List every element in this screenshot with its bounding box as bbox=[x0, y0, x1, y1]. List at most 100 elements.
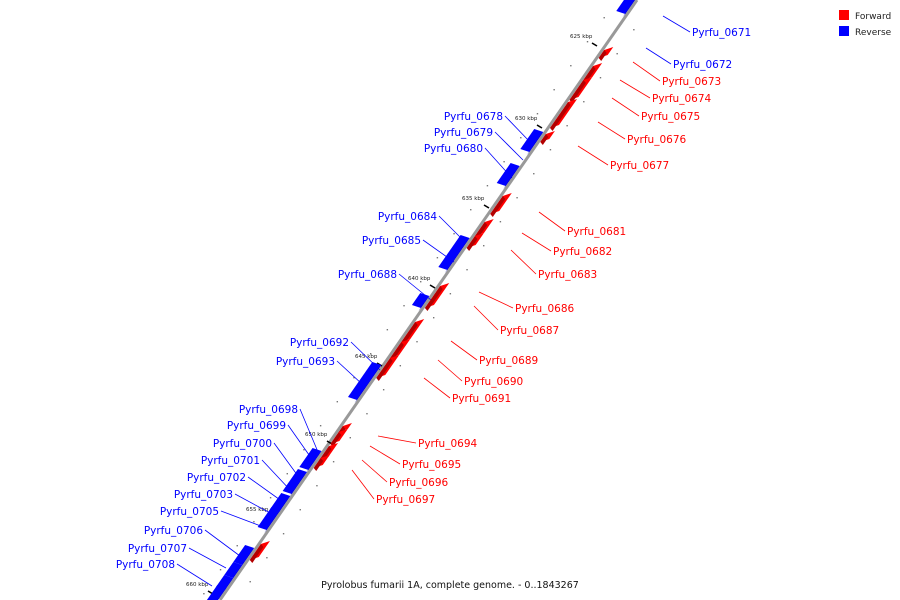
reverse-gene-label: Pyrfu_0708 bbox=[116, 559, 175, 571]
minor-tick-dot bbox=[570, 65, 572, 67]
forward-gene-leader bbox=[351, 469, 375, 500]
minor-tick-dot bbox=[633, 29, 635, 31]
forward-gene-label: Pyrfu_0690 bbox=[464, 376, 523, 388]
reverse-gene-feature bbox=[224, 562, 243, 578]
forward-gene-label: Pyrfu_0689 bbox=[479, 355, 538, 367]
minor-tick-dot bbox=[399, 365, 402, 367]
reverse-gene-feature bbox=[270, 493, 291, 512]
reverse-gene-shade bbox=[239, 548, 255, 568]
forward-gene-shade bbox=[583, 66, 596, 83]
forward-gene-label: Pyrfu_0673 bbox=[662, 76, 721, 88]
forward-gene-label: Pyrfu_0691 bbox=[452, 393, 511, 405]
kbp-tick-label: 660 kbp bbox=[186, 582, 209, 588]
minor-tick-dot bbox=[369, 353, 372, 355]
reverse-gene-leader bbox=[336, 360, 363, 385]
reverse-gene-shade bbox=[264, 510, 281, 533]
kbp-tick-label: 630 kbp bbox=[515, 116, 538, 122]
reverse-gene-leader bbox=[234, 493, 273, 515]
minor-tick-dot bbox=[416, 341, 418, 343]
reverse-gene-feature bbox=[257, 507, 281, 530]
forward-gene-label: Pyrfu_0683 bbox=[538, 269, 597, 281]
forward-gene-leader bbox=[361, 459, 388, 483]
legend-reverse-swatch bbox=[839, 26, 849, 36]
forward-gene-shade bbox=[550, 102, 571, 131]
minor-tick-dot bbox=[420, 281, 422, 283]
minor-tick-dot bbox=[269, 497, 272, 499]
forward-gene-leader bbox=[597, 121, 626, 140]
minor-tick-dot bbox=[503, 161, 505, 163]
reverse-gene-label: Pyrfu_0692 bbox=[290, 337, 349, 349]
legend: Forward Reverse bbox=[839, 10, 892, 38]
minor-tick-dot bbox=[382, 389, 385, 391]
forward-gene-shade bbox=[474, 222, 488, 239]
minor-tick-dot bbox=[533, 173, 535, 175]
minor-tick-dot bbox=[349, 437, 351, 439]
reverse-gene-leader bbox=[645, 47, 672, 65]
forward-gene-label: Pyrfu_0696 bbox=[389, 477, 449, 489]
forward-gene-label: Pyrfu_0694 bbox=[418, 438, 478, 450]
minor-tick-dot bbox=[599, 77, 602, 79]
reverse-gene-label: Pyrfu_0702 bbox=[187, 472, 246, 484]
reverse-gene-feature bbox=[496, 163, 520, 186]
minor-tick-dot bbox=[319, 425, 322, 427]
minor-tick-dot bbox=[219, 569, 222, 571]
reverse-gene-label: Pyrfu_0684 bbox=[378, 211, 438, 223]
reverse-gene-shade bbox=[305, 451, 322, 473]
reverse-gene-label: Pyrfu_0693 bbox=[276, 356, 335, 368]
reverse-gene-feature bbox=[438, 235, 470, 270]
reverse-gene-label: Pyrfu_0703 bbox=[174, 489, 233, 501]
kbp-tick-label: 655 kbp bbox=[246, 507, 269, 513]
minor-tick-dot bbox=[316, 485, 318, 487]
reverse-gene-shade bbox=[354, 365, 382, 403]
kbp-tick-label: 650 kbp bbox=[305, 432, 328, 438]
forward-gene-shade bbox=[249, 544, 264, 563]
minor-tick-dot bbox=[483, 245, 485, 247]
minor-tick-dot bbox=[253, 521, 255, 523]
minor-tick-dot bbox=[286, 473, 288, 475]
forward-gene-leader bbox=[538, 211, 566, 232]
forward-gene-shade bbox=[466, 236, 478, 251]
reverse-gene-leader bbox=[662, 15, 691, 33]
forward-gene-label: Pyrfu_0674 bbox=[652, 93, 712, 105]
genome-backbone bbox=[218, 0, 639, 600]
kbp-tick-label: 640 kbp bbox=[408, 276, 431, 282]
forward-gene-shade bbox=[313, 458, 324, 471]
gene-labels: Pyrfu_0671 Pyrfu_0672 Pyrfu_0678 Pyrfu_0679… bbox=[116, 27, 751, 571]
legend-forward-swatch bbox=[839, 10, 849, 20]
reverse-gene-label: Pyrfu_0707 bbox=[128, 543, 187, 555]
forward-gene-shade bbox=[390, 342, 404, 361]
forward-gene-shade bbox=[540, 134, 549, 145]
legend-reverse-label: Reverse bbox=[855, 28, 892, 38]
legend-forward-label: Forward bbox=[855, 12, 891, 22]
minor-tick-dot bbox=[466, 269, 468, 271]
minor-tick-dot bbox=[583, 101, 585, 103]
forward-gene-shade bbox=[569, 80, 586, 103]
kbp-tick-label: 635 kbp bbox=[462, 196, 485, 202]
reverse-gene-shade bbox=[503, 166, 520, 189]
reverse-gene-shade bbox=[526, 132, 544, 155]
forward-gene-shade bbox=[598, 50, 607, 61]
forward-gene-label: Pyrfu_0682 bbox=[553, 246, 612, 258]
reverse-gene-shade bbox=[444, 238, 470, 273]
reverse-gene-label: Pyrfu_0706 bbox=[144, 525, 204, 537]
reverse-gene-feature bbox=[520, 129, 544, 152]
reverse-gene-feature bbox=[282, 469, 307, 494]
reverse-gene-label: Pyrfu_0678 bbox=[444, 111, 503, 123]
minor-tick-dot bbox=[520, 137, 522, 139]
forward-gene-shade bbox=[490, 196, 506, 217]
reverse-gene-label: Pyrfu_0698 bbox=[239, 404, 298, 416]
minor-tick-dot bbox=[299, 509, 301, 511]
reverse-gene-feature bbox=[206, 585, 227, 600]
minor-tick-dot bbox=[353, 377, 355, 379]
forward-gene-leader bbox=[377, 435, 417, 444]
forward-gene-leader bbox=[632, 61, 661, 82]
minor-tick-dot bbox=[553, 89, 555, 91]
forward-gene-leader bbox=[619, 79, 651, 99]
minor-tick-dot bbox=[249, 581, 251, 583]
minor-tick-dot bbox=[432, 317, 435, 319]
minor-tick-dots bbox=[203, 17, 635, 595]
minor-tick-dot bbox=[586, 41, 589, 43]
reverse-gene-leader bbox=[204, 529, 241, 557]
forward-gene-shade bbox=[424, 286, 443, 311]
